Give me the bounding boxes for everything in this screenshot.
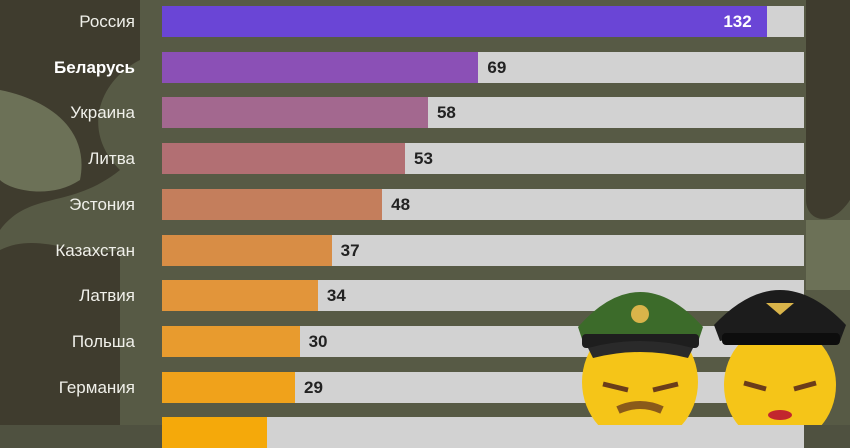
bar [162,143,406,175]
bar [162,51,479,83]
bar [162,6,768,37]
bar [162,97,428,129]
category-label: Литва [88,149,135,169]
bar-row: Эстония 48 [0,188,850,220]
bar-row: Латвия 34 [0,280,850,312]
bar [162,371,295,403]
value-label: 29 [303,377,323,397]
category-label: Эстония [69,194,135,214]
bar-row: Литва 53 [0,143,850,175]
value-label: 34 [326,286,346,306]
bar-row: Украина 58 [0,97,850,129]
category-label: Казахстан [55,240,135,260]
value-label: 48 [391,194,411,214]
category-label: Латвия [79,286,135,306]
bar [162,325,300,357]
bar [162,417,268,448]
category-label: Беларусь [53,57,135,77]
category-label: Украина [70,103,135,123]
bar [162,188,383,220]
value-label: 30 [308,331,328,351]
bar-chart: Россия 132 Беларусь 69 Украина 58 Литва 53 Эстон… [0,6,850,448]
bar-row: Беларусь 69 [0,51,850,83]
value-label: 132 [723,12,752,31]
bar-row: Россия 132 [0,6,850,37]
value-label: 53 [414,149,433,169]
category-label: Германия [58,377,135,397]
bar-row: Казахстан 37 [0,234,850,266]
bar [162,234,332,266]
police-officer-man-emoji-icon [578,292,703,425]
police-officer-woman-emoji-icon [714,290,846,425]
value-label: 37 [340,240,360,260]
value-label: 69 [487,57,507,77]
value-label: 58 [436,103,456,123]
category-label: Россия [79,12,135,31]
bar [162,280,318,312]
category-label: Польша [71,331,135,351]
